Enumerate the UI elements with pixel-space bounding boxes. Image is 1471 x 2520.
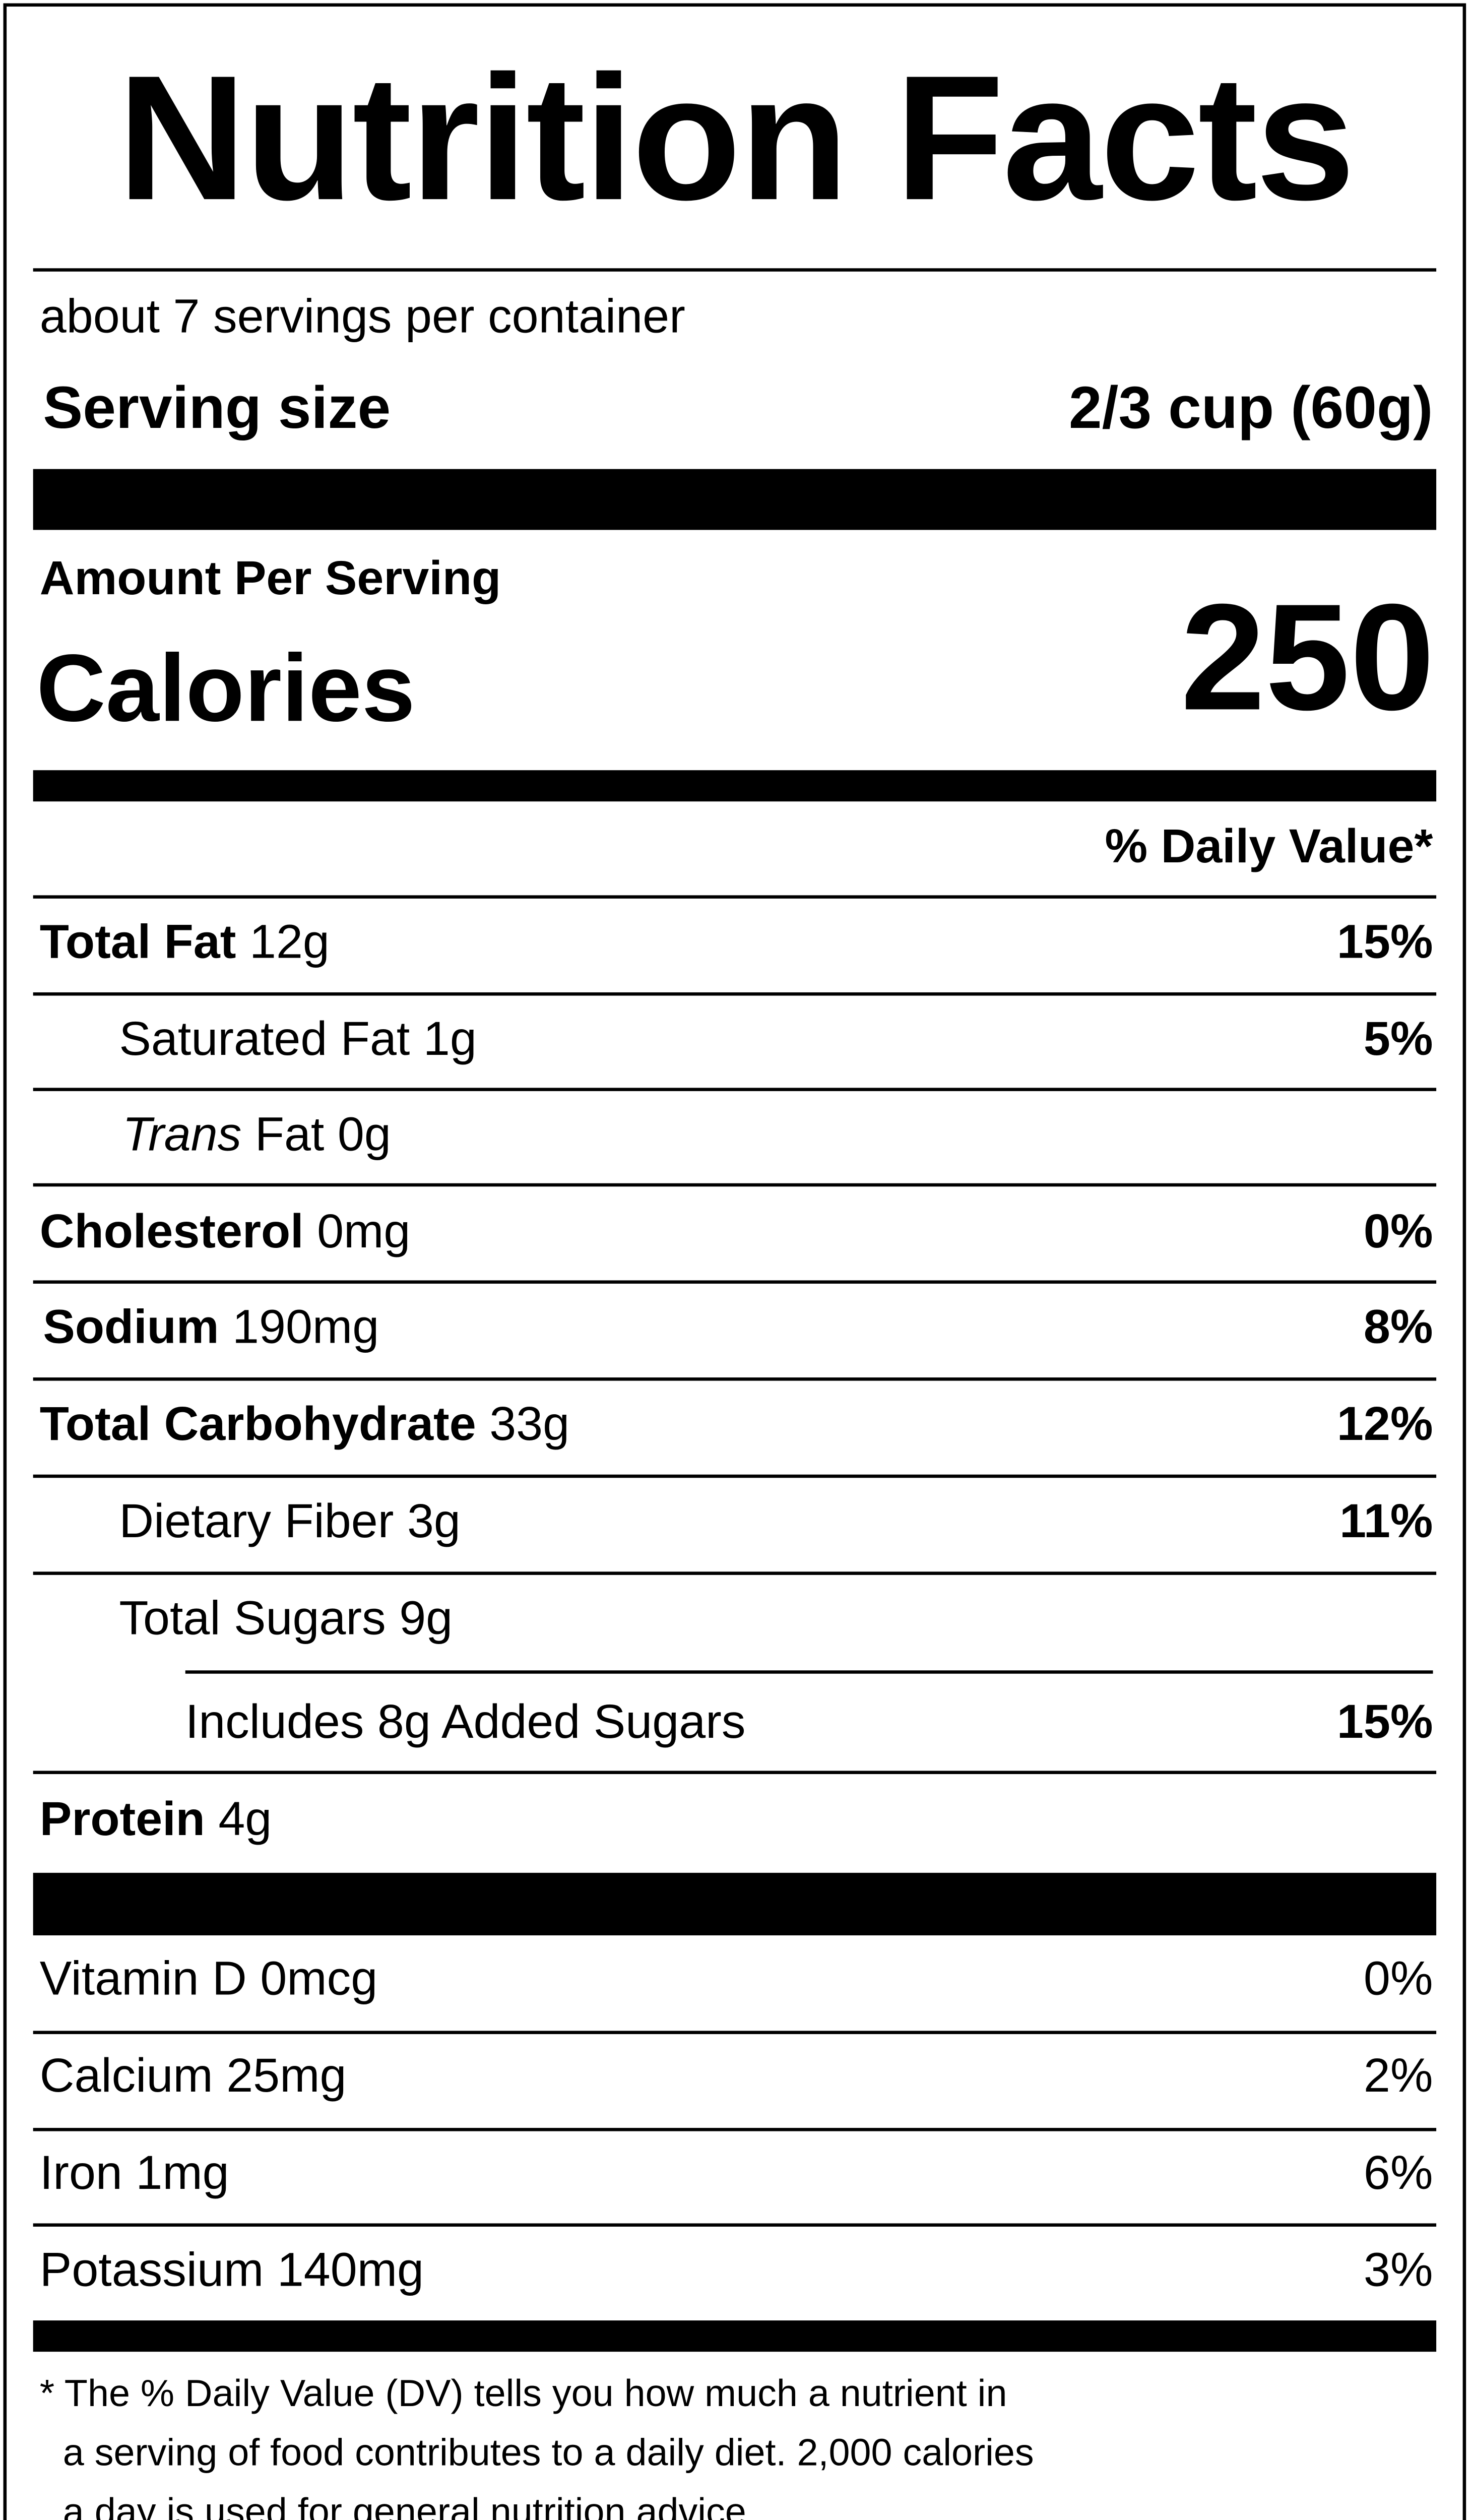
divider — [33, 1088, 1437, 1091]
nutrient-dv: 11% — [1339, 1496, 1433, 1549]
nutrient-amount: 0g — [337, 1109, 391, 1162]
nutrient-dv: 5% — [1363, 1014, 1433, 1066]
footnote-line-3: a day is used for general nutrition advi… — [62, 2490, 757, 2520]
nutrient-name: Total Fat — [39, 916, 236, 970]
footnote-line-2: a serving of food contributes to a daily… — [62, 2430, 1034, 2474]
vitamin-amount: 140mg — [277, 2244, 424, 2298]
vitamin-amount: 25mg — [226, 2050, 347, 2104]
divider — [33, 1474, 1437, 1478]
nutrient-row-added-sugars: Includes 8g Added Sugars — [185, 1697, 746, 1751]
serving-size-label: Serving size — [43, 373, 391, 442]
nutrient-amount: 190mg — [232, 1301, 379, 1355]
servings-per-container: about 7 servings per container — [39, 291, 685, 344]
calories-value: 250 — [1180, 574, 1435, 742]
vitamin-dv: 0% — [1363, 1953, 1433, 2006]
vitamin-dv: 2% — [1363, 2050, 1433, 2104]
nutrient-amount: 0mg — [317, 1206, 411, 1259]
nutrient-amount: 9g — [399, 1593, 453, 1646]
divider — [33, 2223, 1437, 2227]
nutrient-row-total-carbohydrate: Total Carbohydrate 33g — [40, 1399, 569, 1454]
serving-size-value: 2/3 cup (60g) — [1068, 373, 1433, 442]
nutrient-amount: 1g — [423, 1014, 477, 1066]
daily-value-header: % Daily Value* — [1105, 821, 1433, 874]
divider — [33, 2128, 1437, 2131]
divider — [33, 268, 1437, 272]
divider — [33, 1183, 1437, 1187]
nutrient-name: Cholesterol — [39, 1206, 304, 1259]
nutrient-row-total-sugars: Total Sugars 9g — [119, 1593, 453, 1648]
nutrient-amount: 33g — [489, 1399, 570, 1452]
nutrient-dv: 15% — [1336, 916, 1433, 970]
divider — [33, 1771, 1437, 1774]
vitamin-name: Calcium — [39, 2050, 213, 2104]
nutrient-name: Total Sugars — [119, 1593, 386, 1646]
vitamin-row-calcium: Calcium 25mg — [40, 2051, 347, 2105]
vitamin-row-iron: Iron 1mg — [40, 2148, 229, 2202]
nutrient-dv: 12% — [1336, 1399, 1433, 1452]
label-border — [3, 3, 1466, 2520]
amount-per-serving: Amount Per Serving — [39, 553, 501, 606]
vitamin-row-vitamin-d: Vitamin D 0mcg — [40, 1954, 377, 2008]
nutrient-amount: 3g — [407, 1496, 461, 1549]
vitamin-dv: 3% — [1363, 2244, 1433, 2298]
divider — [33, 1377, 1437, 1381]
vitamin-row-potassium: Potassium 140mg — [40, 2245, 424, 2299]
nutrient-dv: 0% — [1363, 1206, 1433, 1259]
vitamin-name: Potassium — [39, 2244, 264, 2298]
nutrient-name-italic: Trans — [122, 1109, 242, 1162]
medium-divider — [33, 2320, 1437, 2352]
nutrient-dv: 8% — [1363, 1301, 1433, 1355]
divider — [33, 1571, 1437, 1575]
vitamin-amount: 0mcg — [260, 1953, 378, 2006]
vitamin-amount: 1mg — [136, 2148, 229, 2200]
nutrient-row-protein: Protein 4g — [40, 1794, 272, 1848]
thick-divider — [33, 1872, 1437, 1935]
nutrient-name: Dietary Fiber — [119, 1496, 394, 1549]
label-title: Nutrition Facts — [117, 38, 1355, 237]
divider — [33, 895, 1437, 899]
sub-divider — [185, 1670, 1433, 1674]
nutrient-amount: 12g — [249, 916, 330, 970]
medium-divider — [33, 770, 1437, 802]
nutrient-name: Protein — [39, 1794, 205, 1847]
nutrient-row-saturated-fat: Saturated Fat 1g — [119, 1014, 476, 1068]
vitamin-name: Vitamin D — [39, 1953, 247, 2006]
divider — [33, 1280, 1437, 1284]
nutrient-row-dietary-fiber: Dietary Fiber 3g — [119, 1496, 460, 1550]
nutrient-dv: 15% — [1336, 1696, 1433, 1750]
nutrient-name: Fat — [254, 1109, 325, 1162]
nutrient-name: Sodium — [43, 1301, 219, 1355]
nutrient-row-cholesterol: Cholesterol 0mg — [40, 1206, 411, 1261]
divider — [33, 992, 1437, 996]
nutrient-amount: 4g — [218, 1794, 272, 1847]
nutrient-name: Includes 8g Added Sugars — [185, 1696, 746, 1750]
nutrient-name: Total Carbohydrate — [39, 1399, 476, 1452]
vitamin-dv: 6% — [1363, 2148, 1433, 2200]
nutrient-row-trans-fat: Trans Fat 0g — [122, 1109, 391, 1164]
vitamin-name: Iron — [39, 2148, 122, 2200]
thick-divider — [33, 469, 1437, 530]
nutrient-name: Saturated Fat — [119, 1014, 410, 1066]
calories-label: Calories — [36, 635, 415, 742]
nutrient-row-total-fat: Total Fat 12g — [40, 917, 330, 971]
nutrient-row-sodium: Sodium 190mg — [43, 1302, 379, 1356]
divider — [33, 2031, 1437, 2034]
footnote-line-1: * The % Daily Value (DV) tells you how m… — [39, 2371, 1007, 2415]
